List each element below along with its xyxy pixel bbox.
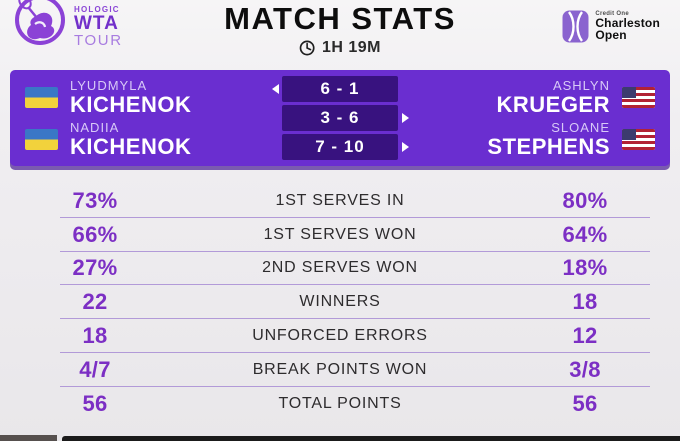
team-right: ASHLYN KRUEGER SLOANE STEPHENS [422,77,670,159]
clock-icon [299,40,315,56]
stat-value-right: 18 [572,289,598,315]
charleston-label: Charleston [595,16,660,30]
stat-label: 2ND SERVES WON [262,259,418,277]
set-1-row: 6 - 1 [268,76,412,102]
stat-row-total-points: 56 TOTAL POINTS 56 [0,387,680,421]
ukraine-flag [25,86,58,108]
player-last-name: KICHENOK [70,133,192,159]
match-duration: 1H 19M [224,39,456,57]
set-2-row: 3 - 6 [268,105,412,131]
charleston-open-logo: Credit One Charleston Open [562,10,660,43]
team-left: LYUDMYLA KICHENOK NADIIA KICHENOK [10,77,258,159]
stat-row-winners: 22 WINNERS 18 [0,285,680,319]
wta-tour-logo: HOLOGIC WTA TOUR [12,0,123,50]
stat-row-1st-serves-won: 66% 1ST SERVES WON 64% [0,218,680,252]
set-3-row: 7 - 10 [268,134,412,160]
stat-label: 1ST SERVES IN [275,191,405,209]
right-winner-arrow-icon [401,113,409,123]
player-name: ASHLYN KRUEGER [496,77,610,117]
set-3-score: 7 - 10 [282,134,398,160]
stat-value-left: 56 [82,390,108,416]
stats-table: 73% 1ST SERVES IN 80% 66% 1ST SERVES WON… [0,184,680,421]
page-title: MATCH STATS [224,1,456,36]
player-first-name: ASHLYN [552,77,610,93]
stat-label: BREAK POINTS WON [252,360,428,378]
stat-value-left: 18 [82,323,108,349]
stat-value-left: 27% [72,255,118,281]
ukraine-flag [25,128,58,150]
duration-value: 1H 19M [321,39,382,56]
right-winner-arrow-icon [401,142,409,152]
player-first-name: SLOANE [551,119,610,135]
player-last-name: KICHENOK [70,91,192,117]
header: HOLOGIC WTA TOUR MATCH STATS 1H 19M [0,0,680,64]
stat-value-right: 18% [562,255,608,281]
stat-value-right: 80% [562,187,608,213]
player-name: NADIIA KICHENOK [70,119,192,159]
tour-label: TOUR [74,32,123,49]
charleston-ball-icon [562,10,589,43]
hologic-label: HOLOGIC [74,5,120,14]
usa-flag [622,86,655,108]
set-1-score: 6 - 1 [282,76,398,102]
stat-value-left: 73% [72,187,118,213]
player-first-name: NADIIA [70,119,120,135]
bottom-bar-edge [62,436,680,441]
stat-label: TOTAL POINTS [278,394,402,412]
stat-value-left: 22 [82,289,108,315]
set-2-score: 3 - 6 [282,105,398,131]
player-name: SLOANE STEPHENS [487,119,610,159]
player-lyudmyla-kichenok: LYUDMYLA KICHENOK [25,77,258,117]
player-sloane-stephens: SLOANE STEPHENS [487,119,655,159]
left-winner-arrow-icon [271,84,279,94]
stat-value-right: 64% [562,221,608,247]
player-last-name: STEPHENS [487,133,610,159]
stat-row-1st-serves-in: 73% 1ST SERVES IN 80% [0,184,680,218]
scoreboard-banner: LYUDMYLA KICHENOK NADIIA KICHENOK 6 - 1 [10,70,670,166]
stat-row-2nd-serves-won: 27% 2ND SERVES WON 18% [0,252,680,286]
charleston-wordmark: Credit One Charleston Open [595,10,660,41]
stat-label: UNFORCED ERRORS [252,327,428,345]
wta-player-icon [15,0,65,45]
stat-label: 1ST SERVES WON [263,225,417,243]
stat-value-right: 56 [572,390,598,416]
sponsor-label: Credit One [595,11,629,17]
stat-value-left: 4/7 [79,356,111,382]
stat-value-right: 3/8 [569,356,601,382]
stat-row-break-points-won: 4/7 BREAK POINTS WON 3/8 [0,353,680,387]
stat-value-left: 66% [72,221,118,247]
wta-wordmark: HOLOGIC WTA TOUR [74,0,123,49]
stat-label: WINNERS [299,293,381,311]
wta-label: WTA [74,13,119,34]
open-label: Open [595,28,627,42]
usa-flag [622,128,655,150]
bottom-left-strip [0,435,57,441]
player-nadiia-kichenok: NADIIA KICHENOK [25,119,258,159]
player-name: LYUDMYLA KICHENOK [70,77,192,117]
player-last-name: KRUEGER [496,91,610,117]
stat-row-unforced-errors: 18 UNFORCED ERRORS 12 [0,319,680,353]
stat-value-right: 12 [572,323,598,349]
player-ashlyn-krueger: ASHLYN KRUEGER [496,77,655,117]
title-block: MATCH STATS 1H 19M [224,1,456,57]
player-first-name: LYUDMYLA [70,77,148,93]
set-scores: 6 - 1 3 - 6 7 - 10 [258,76,422,160]
